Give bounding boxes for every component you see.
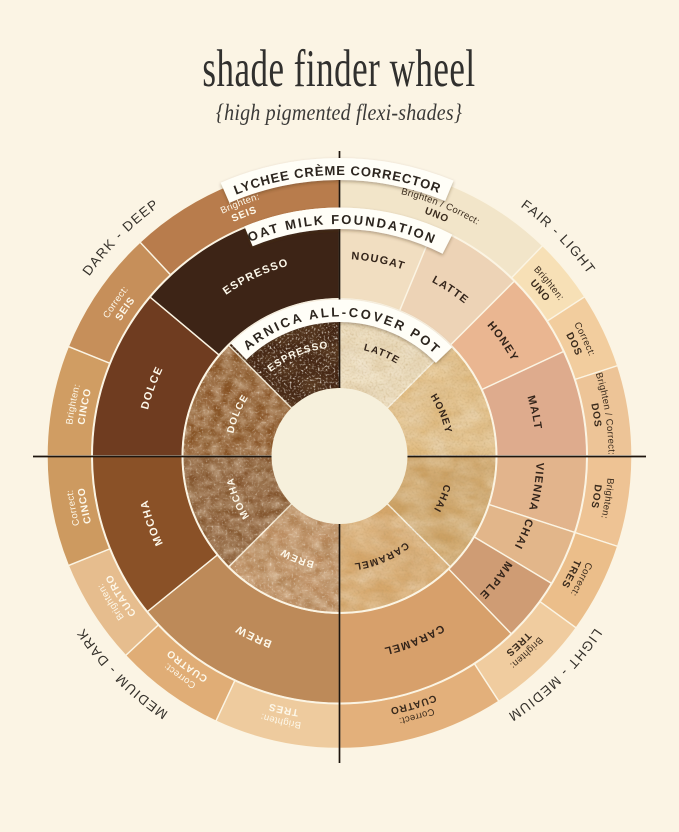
svg-text:{high pigmented flexi-shades}: {high pigmented flexi-shades} — [216, 100, 462, 126]
svg-text:DOS: DOS — [588, 484, 603, 510]
svg-text:shade finder wheel: shade finder wheel — [202, 39, 475, 98]
svg-text:DOS: DOS — [588, 402, 603, 428]
